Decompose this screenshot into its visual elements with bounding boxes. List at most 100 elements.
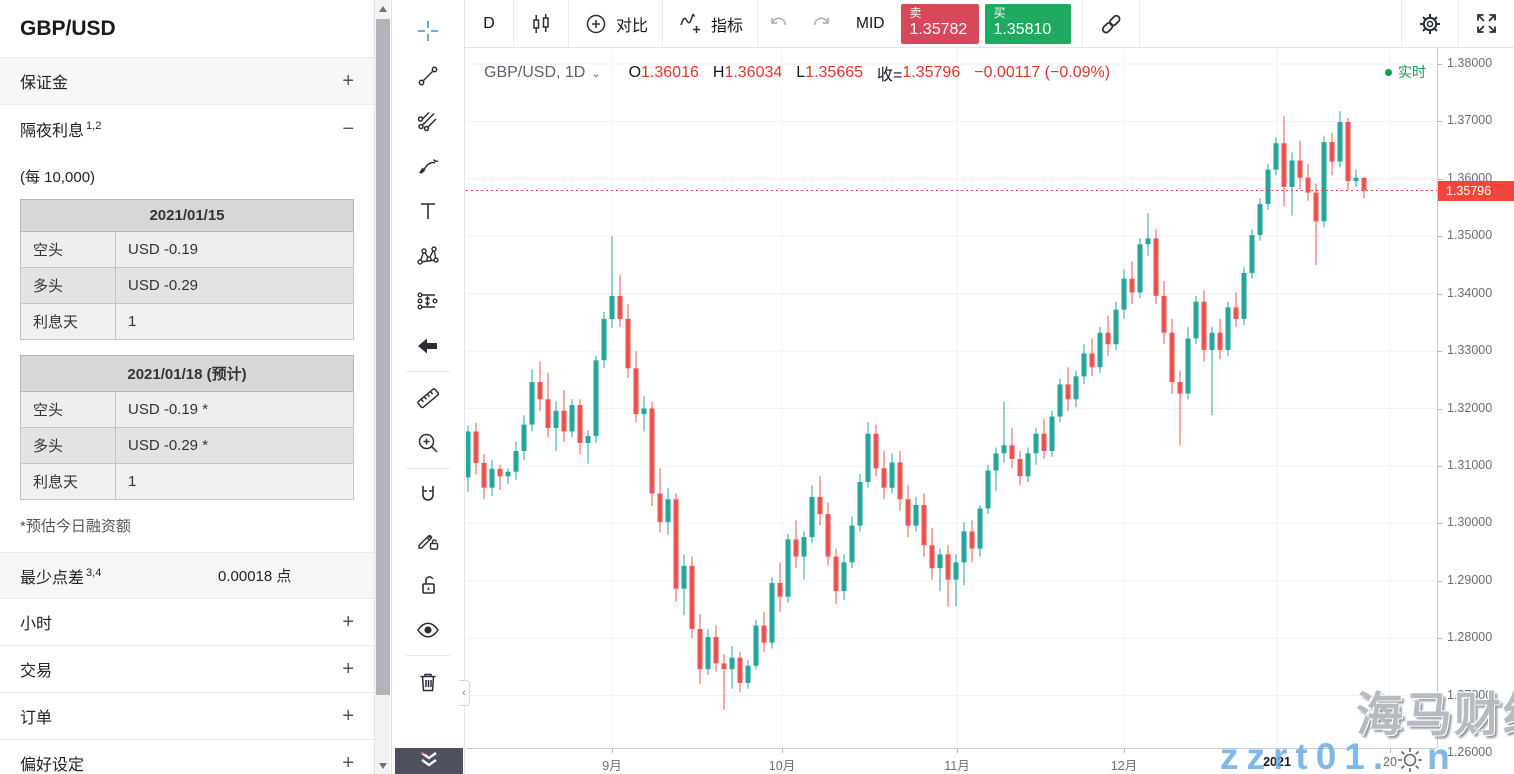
collapse-icon[interactable]: − [342, 117, 354, 140]
scroll-down-button[interactable] [375, 757, 391, 774]
sidebar-item-overnight-interest[interactable]: 隔夜利息 1,2 − [0, 105, 374, 152]
price-tick [1438, 523, 1442, 525]
pitchfork-tool-button[interactable] [392, 98, 464, 143]
expand-icon[interactable]: + [342, 658, 354, 680]
watermark-domain-suffix: n [1427, 736, 1458, 774]
unlock-icon [422, 575, 435, 594]
candlestick-chart [466, 48, 1437, 748]
arrow-mark-tool-button[interactable] [392, 323, 464, 368]
collapse-drawings-button[interactable] [395, 748, 463, 774]
change-value: −0.00117 (−0.09%) [974, 64, 1111, 81]
crosshair-tool-button[interactable] [392, 8, 464, 53]
scrollbar-thumb[interactable] [376, 19, 390, 695]
overnight-interest-table: 2021/01/15 空头 USD -0.19 多头 USD -0.29 利息天 1 [20, 199, 354, 340]
projection-icon [417, 291, 438, 310]
expand-icon[interactable]: + [342, 752, 354, 774]
expand-icon[interactable]: + [342, 705, 354, 727]
link-charts-button[interactable] [1083, 0, 1139, 48]
projection-tool-button[interactable] [392, 278, 464, 323]
text-tool-button[interactable] [392, 188, 464, 233]
hide-all-button[interactable] [392, 607, 464, 652]
redo-button[interactable] [800, 0, 842, 48]
row-value: USD -0.19 [115, 231, 354, 268]
remove-all-button[interactable] [392, 659, 464, 704]
sidebar-item-margin[interactable]: 保证金 + [0, 58, 374, 105]
overnight-tables: 2021/01/15 空头 USD -0.19 多头 USD -0.29 利息天 1 2021… [20, 199, 354, 500]
chart-settings-button[interactable] [1402, 0, 1458, 48]
lock-all-button[interactable] [392, 562, 464, 607]
chart-canvas[interactable] [466, 48, 1437, 748]
price-tick [1438, 121, 1442, 123]
compare-button[interactable]: 对比 [569, 0, 662, 48]
time-tick-label: 11月 [944, 759, 970, 773]
zoom-in-tool-button[interactable] [392, 420, 464, 465]
row-value: USD -0.29 * [115, 427, 354, 464]
time-tick-label: 9月 [602, 759, 622, 773]
table-row: 利息天 1 [20, 303, 354, 340]
sidebar-item-label: 交易 [20, 663, 53, 680]
row-value: USD -0.29 [115, 267, 354, 304]
sidebar-item[interactable]: 交易 + [0, 646, 374, 693]
time-tick [1124, 749, 1125, 753]
price-tick [1438, 236, 1442, 238]
footnote-ref: 1,2 [86, 120, 102, 133]
overnight-section: (每 10,000) 2021/01/15 空头 USD -0.19 多头 USD -0… [0, 152, 374, 552]
candlestick-chart-icon [533, 13, 549, 33]
brush-tool-button[interactable] [392, 143, 464, 188]
sidebar-item[interactable]: 偏好设定 + [0, 740, 374, 774]
sidebar-scrollbar[interactable] [374, 0, 390, 774]
price-tick-label: 1.34000 [1447, 285, 1493, 300]
high-value: 1.36034 [724, 64, 783, 81]
page-title: GBP/USD [0, 0, 374, 58]
close-label: 收= [877, 67, 903, 84]
legend-symbol[interactable]: GBP/USD, 1D [484, 64, 586, 81]
price-tick-label: 1.32000 [1447, 400, 1493, 415]
chevron-down-icon[interactable]: ⌄ [591, 67, 601, 80]
undo-button[interactable] [758, 0, 800, 48]
magnet-tool-button[interactable] [392, 472, 464, 517]
toolbar-separator [1082, 0, 1084, 48]
trend-line-tool-button[interactable] [392, 53, 464, 98]
measure-tool-button[interactable] [392, 375, 464, 420]
expand-icon[interactable]: + [342, 611, 354, 633]
open-label: O [628, 64, 642, 81]
text-icon [421, 202, 435, 219]
min-spread-label: 最少点差 3,4 [20, 567, 102, 587]
expand-icon[interactable]: + [342, 70, 354, 92]
toolbar-separator [513, 0, 514, 48]
row-label: 利息天 [20, 463, 116, 500]
indicators-button[interactable]: 指标 [663, 0, 757, 48]
buy-button[interactable]: 买 1.35810 [985, 3, 1072, 44]
watermark-domain: zzrt01. n [1220, 736, 1458, 774]
undo-icon [771, 16, 787, 25]
pattern-tool-button[interactable] [392, 233, 464, 278]
time-tick [1390, 749, 1391, 753]
trash-icon [420, 673, 436, 691]
sidebar-item-min-spread: 最少点差 3,4 0.00018 点 [0, 552, 374, 599]
price-axis[interactable]: 1.38000 1.37000 1.36000 1.35000 1.34000 1.330… [1437, 48, 1514, 759]
table-header-date: 2021/01/15 [20, 199, 354, 232]
chart-legend[interactable]: GBP/USD, 1D ⌄ O 1.36016 H 1.36034 L 1.35665… [484, 61, 1110, 85]
time-axis[interactable]: 9月 10月 11月 12月 2021 20 [466, 748, 1437, 774]
price-source-toggle[interactable]: MID [856, 14, 885, 32]
interval-button[interactable]: D [483, 14, 495, 32]
chart-style-button[interactable] [514, 0, 568, 48]
fullscreen-icon [1477, 14, 1496, 33]
per-unit-label: (每 10,000) [20, 169, 96, 186]
sell-button[interactable]: 卖 1.35782 [901, 3, 980, 44]
row-label: 空头 [20, 391, 116, 428]
toolbar-divider [406, 371, 450, 372]
price-tick [1438, 351, 1442, 353]
drawing-mode-lock-button[interactable] [392, 517, 464, 562]
sidebar-item[interactable]: 订单 + [0, 693, 374, 740]
toolbar-collapse-handle[interactable]: ‹ [459, 680, 470, 706]
pencil-lock-icon [418, 534, 439, 550]
fullscreen-button[interactable] [1459, 0, 1514, 48]
scroll-up-button[interactable] [375, 0, 391, 17]
toolbar-separator [1458, 0, 1459, 48]
sidebar-item[interactable]: 小时 + [0, 599, 374, 646]
compare-icon [586, 14, 606, 33]
price-tick [1438, 638, 1442, 640]
indicators-icon [680, 13, 701, 33]
indicators-label: 指标 [711, 17, 744, 35]
